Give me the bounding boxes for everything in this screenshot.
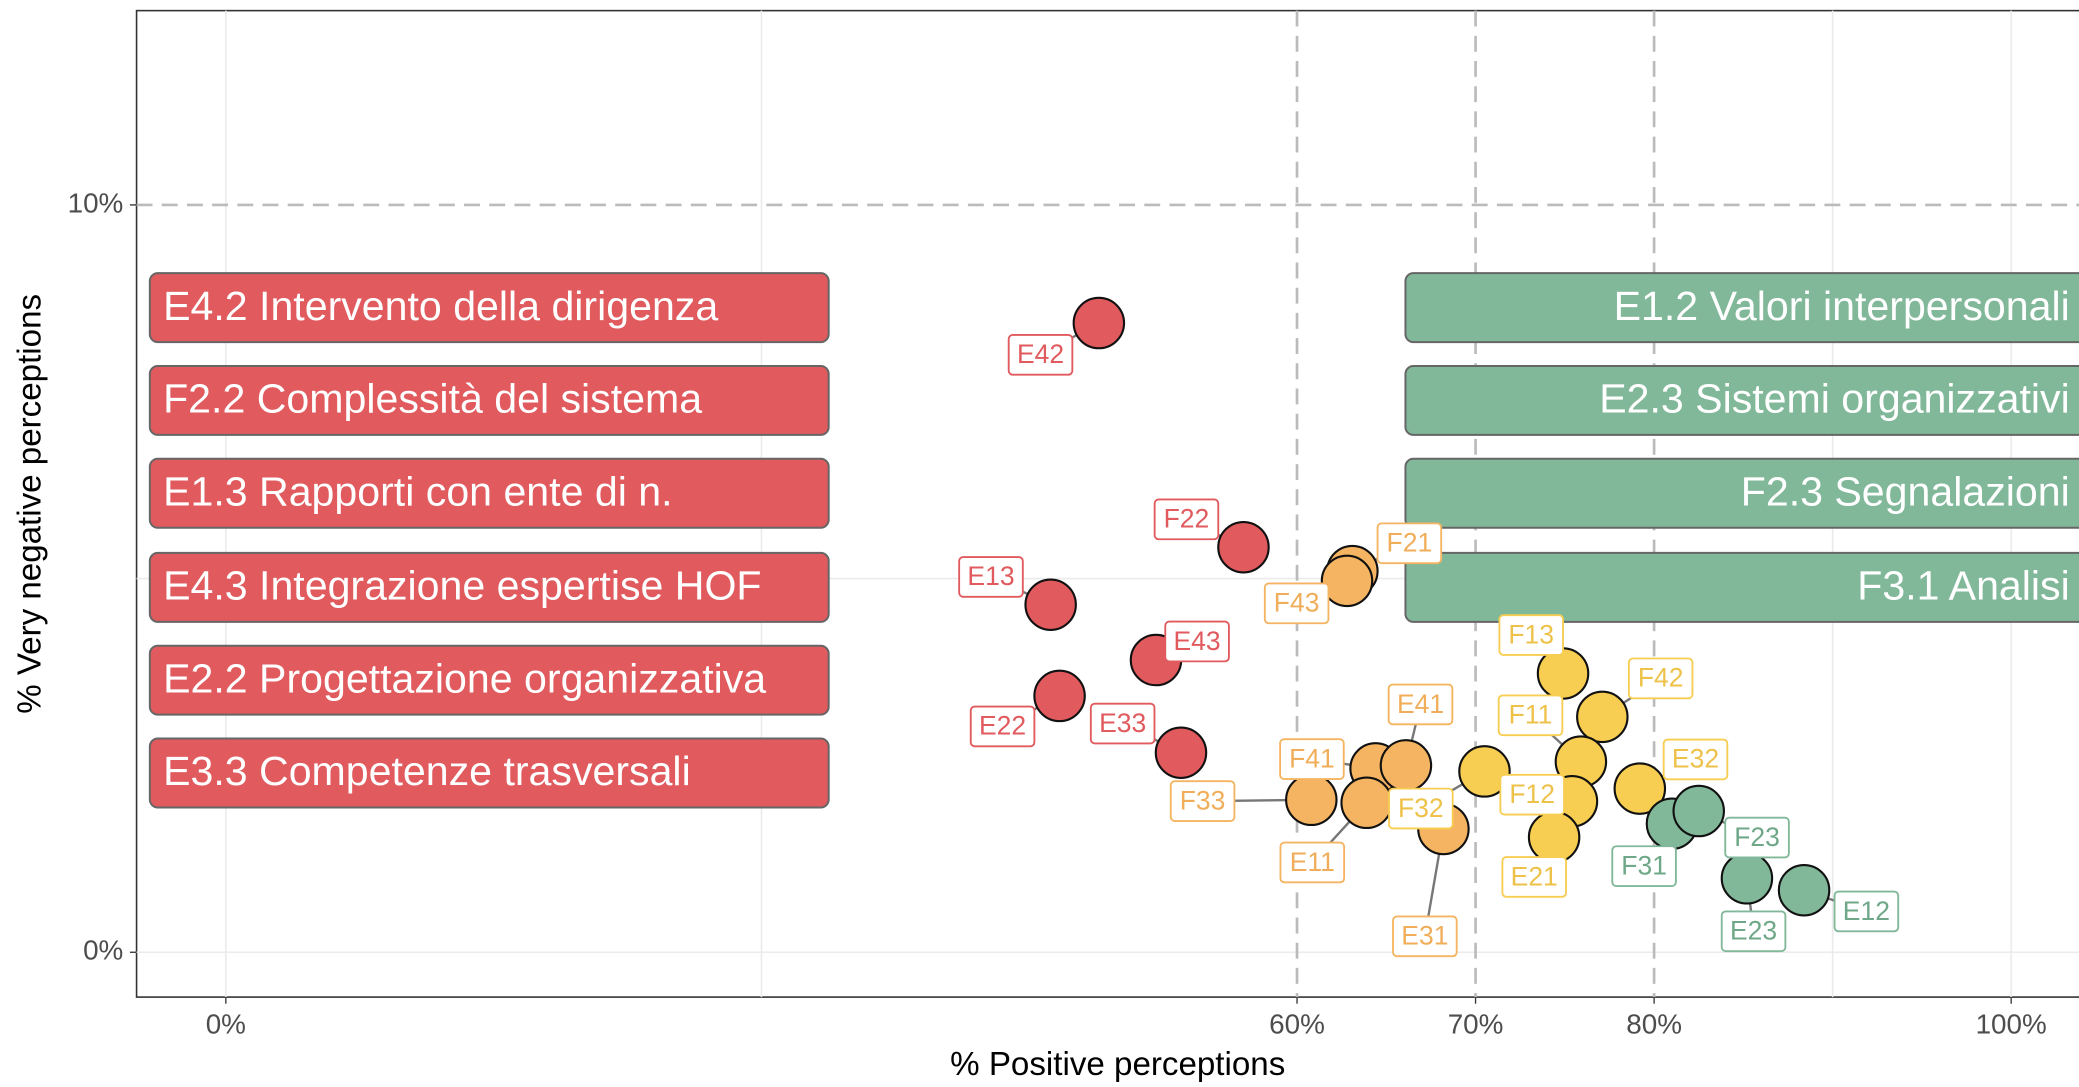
point-label: E43	[1174, 626, 1221, 656]
point	[1672, 784, 1725, 838]
label-box	[1279, 841, 1346, 884]
point-label: E41	[1397, 689, 1444, 719]
point-label: E32	[1672, 744, 1719, 774]
point	[1340, 776, 1393, 830]
label-box	[1263, 582, 1330, 625]
label-box	[1388, 787, 1454, 830]
annotation-box	[1404, 457, 2079, 529]
x-tick-label: 0%	[206, 1009, 246, 1040]
label-box	[1720, 910, 1787, 953]
annotation-box	[148, 364, 830, 436]
annotation-text: E4.2 Intervento della dirigenza	[163, 283, 718, 329]
label-box	[1007, 334, 1074, 376]
annotation-text: E2.2 Progettazione organizzativa	[163, 655, 766, 701]
point-label: E11	[1290, 847, 1335, 877]
label-box	[1497, 694, 1564, 737]
label-box	[1833, 890, 1900, 933]
point-label: F41	[1289, 743, 1335, 773]
point	[1217, 520, 1270, 574]
annotation-box	[148, 272, 830, 344]
point	[1154, 726, 1208, 779]
point	[1285, 773, 1338, 827]
labels: E42 F22 E13 E43 E22 E33 F21 F43 F33 F41 E41 E11 E31 F…	[958, 334, 1900, 958]
point-label: F31	[1621, 850, 1667, 880]
point-label: E33	[1099, 708, 1146, 738]
annotation-text: E4.3 Integrazione espertise HOF	[163, 563, 761, 609]
point-label: F32	[1398, 793, 1444, 823]
label-box	[1501, 856, 1567, 898]
point-label: F11	[1509, 700, 1553, 730]
annotation-text: F2.2 Complessità del sistema	[163, 376, 702, 422]
point-label: F21	[1387, 528, 1433, 558]
point-label: F43	[1274, 588, 1320, 618]
annotation-text: E1.3 Rapporti con ente di n.	[163, 468, 672, 514]
point-label: E31	[1401, 921, 1448, 951]
point-label: E12	[1843, 896, 1890, 926]
label-box	[1499, 773, 1565, 816]
point	[1072, 296, 1126, 350]
point	[1024, 578, 1077, 631]
annotation-text: F2.3 Segnalazioni	[1741, 468, 2070, 514]
point-label: F22	[1164, 504, 1210, 534]
label-box	[1392, 915, 1458, 958]
y-axis-label: % Very negative perceptions	[12, 294, 49, 714]
label-box	[1169, 780, 1236, 822]
annotation-box	[148, 737, 830, 809]
label-box	[1627, 657, 1694, 700]
annotation-box	[148, 644, 830, 716]
label-box	[1089, 702, 1156, 745]
label-box	[1279, 738, 1345, 780]
annotation-box	[148, 457, 830, 529]
annotation-box	[1404, 551, 2079, 623]
point	[1613, 762, 1667, 815]
label-box	[1611, 845, 1677, 887]
label-box	[969, 705, 1036, 748]
annotation-text: E2.3 Sistemi organizzativi	[1599, 376, 2070, 422]
point	[1527, 810, 1581, 864]
x-tick-label: 80%	[1626, 1009, 1682, 1040]
y-tick-label: 0%	[83, 935, 123, 966]
point	[1458, 745, 1511, 798]
point	[1033, 669, 1086, 723]
x-tick-label: 60%	[1269, 1009, 1325, 1040]
x-tick-label: 100%	[1976, 1009, 2047, 1040]
label-box	[1376, 522, 1443, 565]
annotation-box	[1404, 364, 2079, 436]
point-label: F33	[1180, 785, 1226, 815]
label-box	[1498, 614, 1564, 656]
point	[1777, 863, 1831, 917]
label-box	[1164, 620, 1230, 663]
annotation-text: E1.2 Valori interpersonali	[1614, 283, 2070, 329]
annotation-text: E3.3 Competenze trasversali	[163, 748, 691, 794]
annotation-box	[1404, 272, 2079, 344]
x-axis-label: % Positive perceptions	[950, 1046, 1285, 1083]
point-label: F23	[1734, 822, 1780, 852]
point-label: E42	[1017, 339, 1064, 369]
point	[1576, 690, 1629, 744]
label-box	[1153, 498, 1220, 541]
point-label: E22	[979, 711, 1026, 741]
annotation-text: F3.1 Analisi	[1857, 563, 2069, 609]
points	[1024, 296, 1831, 917]
point-label: F42	[1638, 663, 1684, 693]
label-box	[1724, 816, 1790, 859]
point-label: F13	[1508, 619, 1554, 649]
point	[1379, 739, 1433, 792]
label-box	[1387, 683, 1454, 726]
label-box	[958, 556, 1024, 598]
point-label: F12	[1509, 779, 1555, 809]
label-box	[1662, 738, 1729, 781]
x-tick-label: 70%	[1448, 1009, 1504, 1040]
point-label: E23	[1730, 916, 1777, 946]
annotation-box	[148, 551, 830, 623]
point	[1720, 852, 1774, 905]
point-label: E21	[1511, 861, 1558, 891]
y-tick-label: 10%	[68, 187, 124, 218]
point	[1320, 554, 1374, 608]
point-label: E13	[967, 561, 1014, 591]
